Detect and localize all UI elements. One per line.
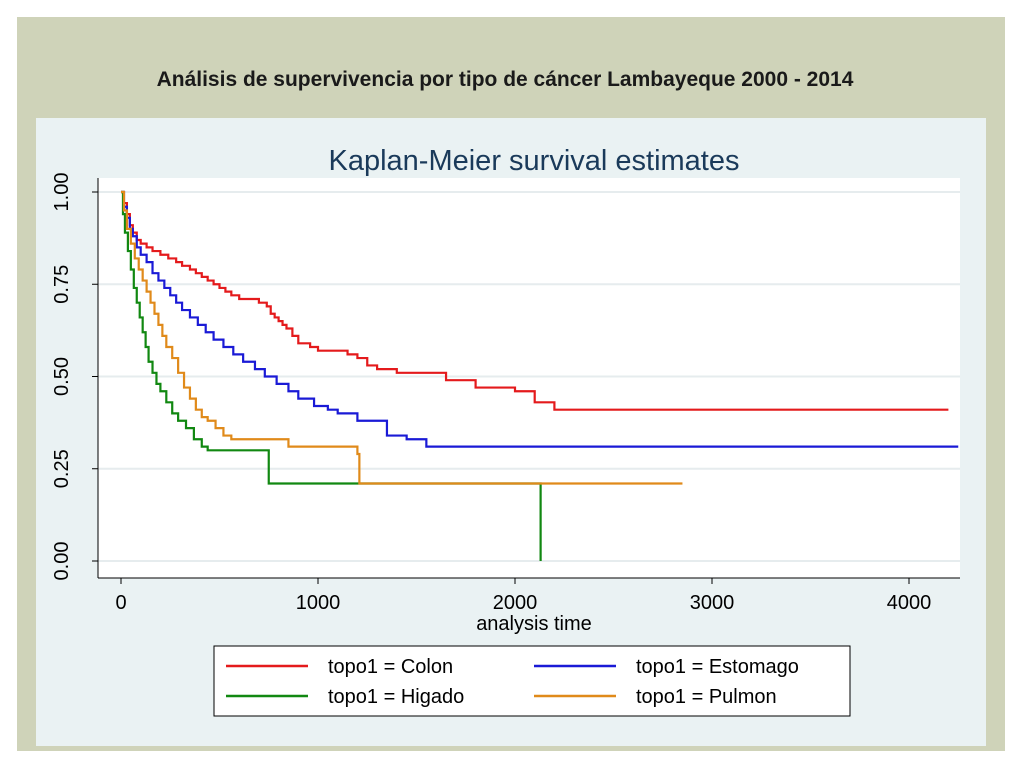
chart-title: Kaplan-Meier survival estimates: [329, 145, 740, 177]
km-curve-pulmon: [121, 190, 683, 485]
slide-title: Análisis de supervivencia por tipo de cá…: [156, 68, 854, 91]
grid-layer: [98, 191, 960, 562]
y-tick-label: 0.25: [51, 449, 73, 488]
y-tick-label: 1.00: [51, 173, 73, 212]
legend-label: topo1 = Pulmon: [636, 686, 777, 708]
x-axis-label: analysis time: [476, 613, 592, 635]
legend-label: topo1 = Colon: [328, 656, 453, 678]
x-tick-label: 4000: [887, 592, 932, 614]
x-tick-label: 2000: [493, 592, 538, 614]
y-tick-label: 0.00: [51, 542, 73, 581]
legend: topo1 = Colon topo1 = Estomago topo1 = Hig…: [213, 645, 851, 717]
km-curve-colon: [121, 190, 949, 411]
km-curve-higado: [121, 190, 542, 561]
y-tick-label: 0.50: [51, 357, 73, 396]
plot-area: [98, 178, 960, 578]
legend-box: [213, 645, 851, 717]
y-tick-label: 0.75: [51, 265, 73, 304]
legend-label: topo1 = Estomago: [636, 656, 799, 678]
x-tick-label: 1000: [296, 592, 341, 614]
x-tick-label: 0: [115, 592, 126, 614]
chart-panel: Kaplan-Meier survival estimates 0.00 0.25…: [36, 118, 986, 746]
km-curve-estomago: [121, 190, 959, 448]
series-layer: [121, 190, 959, 561]
axis-layer: 0.00 0.25 0.50 0.75 1.00 0 1000 2000 3000 4000: [51, 173, 960, 614]
kaplan-meier-chart: Kaplan-Meier survival estimates 0.00 0.25…: [51, 145, 960, 717]
x-tick-label: 3000: [690, 592, 735, 614]
legend-label: topo1 = Higado: [328, 686, 464, 708]
